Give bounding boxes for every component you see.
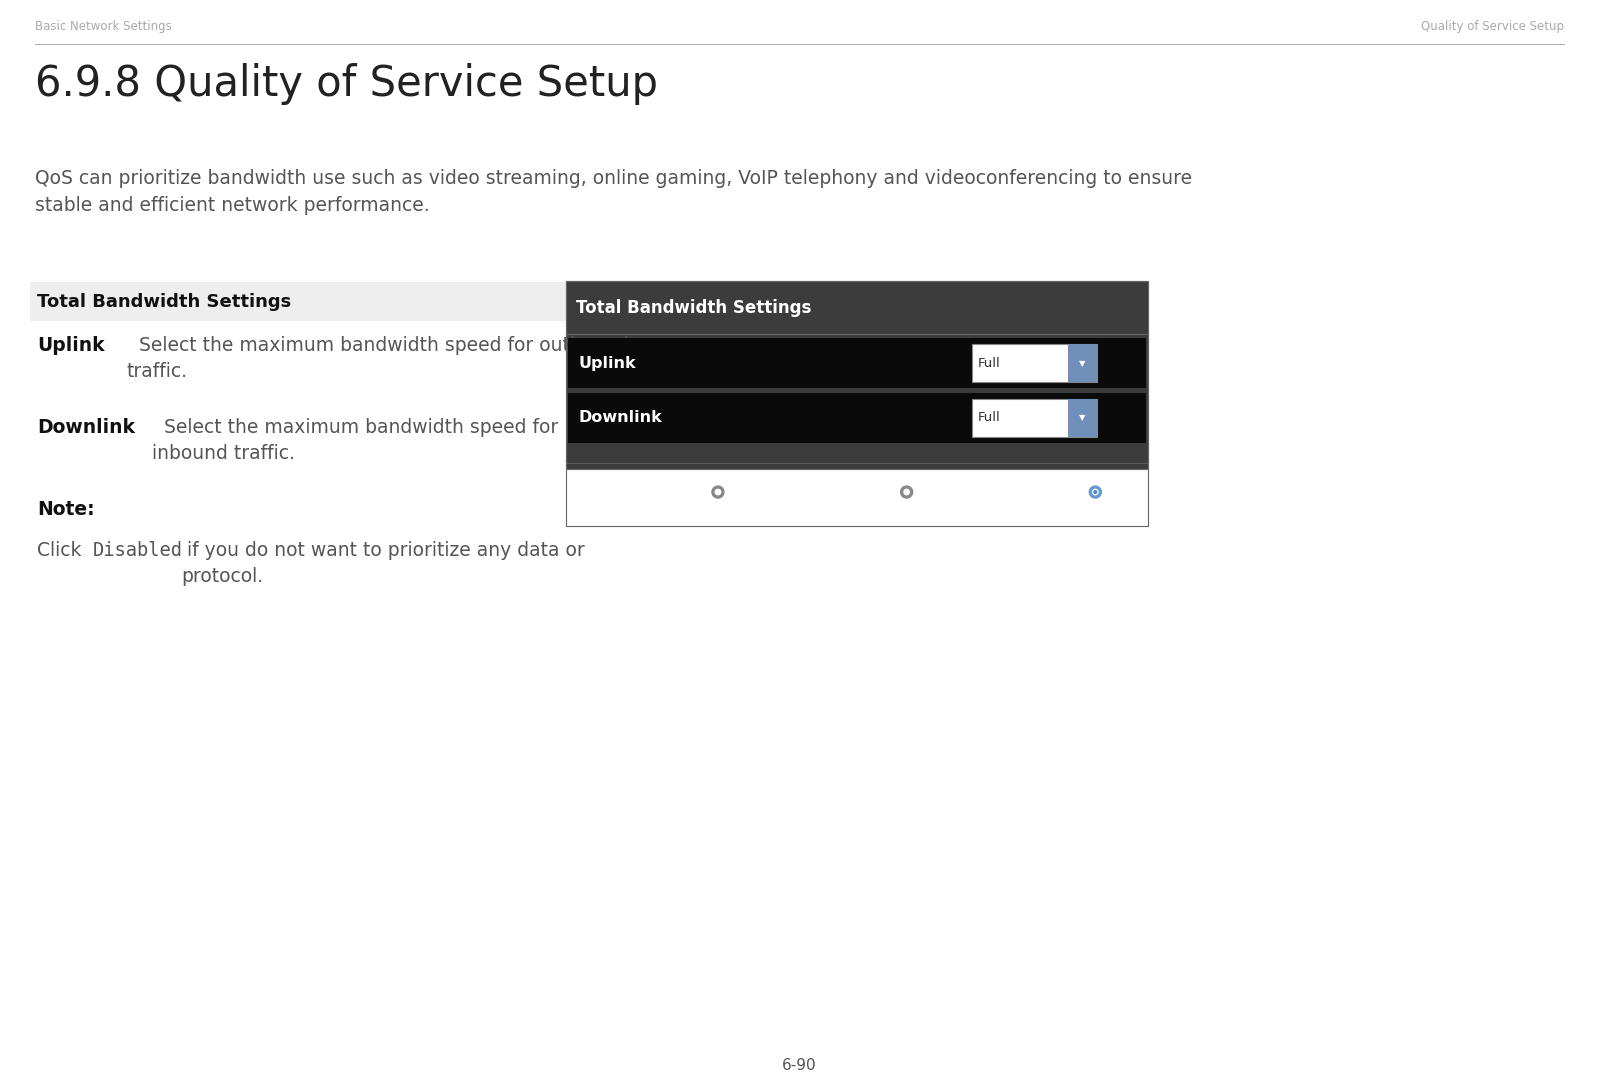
Text: QoS can prioritize bandwidth use such as video streaming, online gaming, VoIP te: QoS can prioritize bandwidth use such as… bbox=[35, 169, 1193, 215]
Text: Uplink: Uplink bbox=[579, 356, 636, 371]
FancyBboxPatch shape bbox=[972, 345, 1097, 382]
Text: Downlink: Downlink bbox=[579, 410, 662, 425]
Text: Disabled: Disabled bbox=[93, 541, 184, 560]
Text: Select the maximum bandwidth speed for outbound
traffic.: Select the maximum bandwidth speed for o… bbox=[126, 336, 628, 381]
Text: Downlink: Downlink bbox=[37, 418, 136, 436]
Text: 6.9.8 Quality of Service Setup: 6.9.8 Quality of Service Setup bbox=[35, 63, 659, 105]
Text: if you do not want to prioritize any data or
protocol.: if you do not want to prioritize any dat… bbox=[181, 541, 585, 586]
Circle shape bbox=[900, 487, 913, 497]
Circle shape bbox=[1092, 490, 1099, 494]
Text: Full: Full bbox=[979, 411, 1001, 424]
Text: 6-90: 6-90 bbox=[782, 1058, 817, 1074]
Text: Note:: Note: bbox=[37, 500, 94, 518]
Text: Click: Click bbox=[37, 541, 88, 560]
Text: Priority Queue: Priority Queue bbox=[729, 485, 825, 499]
Text: Uplink: Uplink bbox=[37, 336, 106, 355]
FancyBboxPatch shape bbox=[568, 393, 1146, 443]
Circle shape bbox=[1089, 487, 1102, 497]
FancyBboxPatch shape bbox=[566, 281, 1148, 469]
FancyBboxPatch shape bbox=[568, 338, 1146, 388]
Text: QoS: QoS bbox=[579, 484, 614, 500]
Circle shape bbox=[712, 487, 724, 497]
Text: Full: Full bbox=[979, 357, 1001, 370]
Text: Disabled: Disabled bbox=[1107, 485, 1164, 499]
FancyBboxPatch shape bbox=[972, 399, 1097, 436]
Circle shape bbox=[1094, 491, 1097, 493]
Circle shape bbox=[903, 490, 910, 494]
Text: Bandwidth Allocation: Bandwidth Allocation bbox=[918, 485, 1059, 499]
Text: Total Bandwidth Settings: Total Bandwidth Settings bbox=[37, 293, 291, 311]
Text: Select the maximum bandwidth speed for
inbound traffic.: Select the maximum bandwidth speed for i… bbox=[152, 418, 558, 463]
Text: Quality of Service Setup: Quality of Service Setup bbox=[1422, 20, 1564, 33]
Text: Basic Network Settings: Basic Network Settings bbox=[35, 20, 173, 33]
Text: ▼: ▼ bbox=[1079, 413, 1086, 422]
Circle shape bbox=[715, 490, 721, 494]
FancyBboxPatch shape bbox=[30, 281, 582, 321]
FancyBboxPatch shape bbox=[1068, 345, 1097, 382]
FancyBboxPatch shape bbox=[566, 281, 1148, 334]
Text: ▼: ▼ bbox=[1079, 359, 1086, 368]
Text: Total Bandwidth Settings: Total Bandwidth Settings bbox=[576, 299, 811, 316]
FancyBboxPatch shape bbox=[1068, 399, 1097, 436]
